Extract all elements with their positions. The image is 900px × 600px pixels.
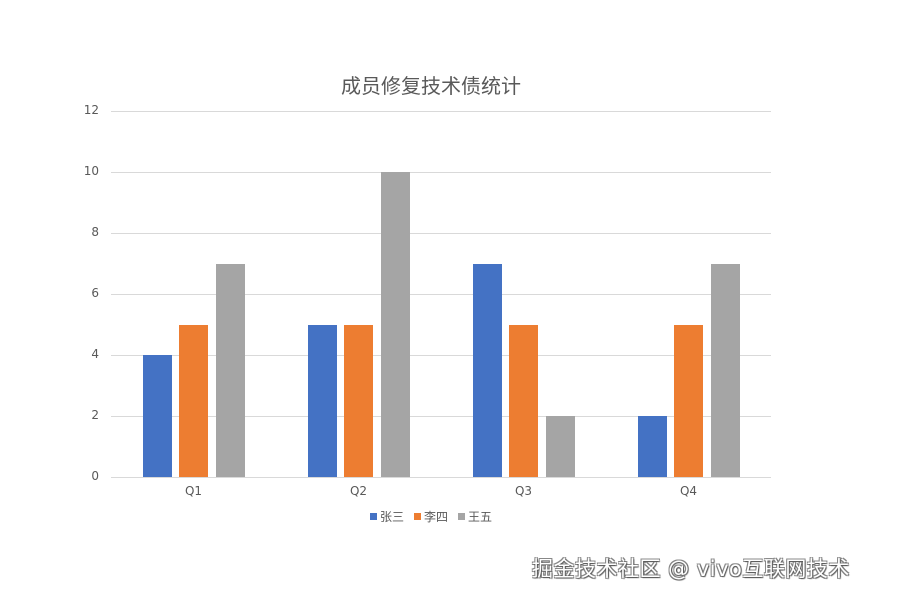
y-tick-label: 2 xyxy=(91,408,99,422)
bar-q3-series-2 xyxy=(509,324,538,477)
gridline xyxy=(111,172,771,173)
gridline xyxy=(111,477,771,478)
legend-item: 张三 xyxy=(369,508,404,525)
y-tick-label: 6 xyxy=(91,286,99,300)
gridline xyxy=(111,111,771,112)
x-tick-label: Q3 xyxy=(514,484,533,498)
x-tick-label: Q4 xyxy=(679,484,698,498)
y-tick-label: 10 xyxy=(83,164,99,178)
legend-swatch-icon xyxy=(413,513,421,520)
y-tick-label: 0 xyxy=(91,469,99,483)
gridline xyxy=(111,294,771,295)
legend-label: 王五 xyxy=(468,510,493,524)
bar-q1-series-3 xyxy=(215,263,245,477)
gridline xyxy=(111,233,771,234)
legend-item: 李四 xyxy=(413,508,448,525)
bar-q1-series-2 xyxy=(179,324,208,477)
y-tick-label: 12 xyxy=(83,103,99,117)
bar-q3-series-1 xyxy=(472,263,502,477)
legend-swatch-icon xyxy=(458,513,465,520)
legend: 张三 李四 王五 xyxy=(0,508,862,525)
bar-q1-series-1 xyxy=(142,355,172,477)
y-tick-label: 8 xyxy=(91,225,99,239)
plot-area xyxy=(111,111,771,478)
bar-q4-series-1 xyxy=(637,416,667,477)
x-tick-label: Q2 xyxy=(349,484,368,498)
bar-q4-series-2 xyxy=(674,324,703,477)
legend-label: 李四 xyxy=(423,510,448,524)
legend-swatch-icon xyxy=(369,513,377,520)
legend-label: 张三 xyxy=(379,510,404,524)
bar-q2-series-2 xyxy=(344,324,373,477)
bar-q4-series-3 xyxy=(710,263,740,477)
gridline xyxy=(111,355,771,356)
gridline xyxy=(111,416,771,417)
watermark: 掘金技术社区 @ vivo互联网技术 xyxy=(532,557,850,581)
y-tick-label: 4 xyxy=(91,347,99,361)
bar-q3-series-3 xyxy=(545,416,575,477)
legend-item: 王五 xyxy=(458,508,492,525)
x-tick-label: Q1 xyxy=(184,484,203,498)
chart-title: 成员修复技术债统计 xyxy=(341,74,521,98)
bar-q2-series-1 xyxy=(307,324,337,477)
bar-q2-series-3 xyxy=(380,172,410,477)
